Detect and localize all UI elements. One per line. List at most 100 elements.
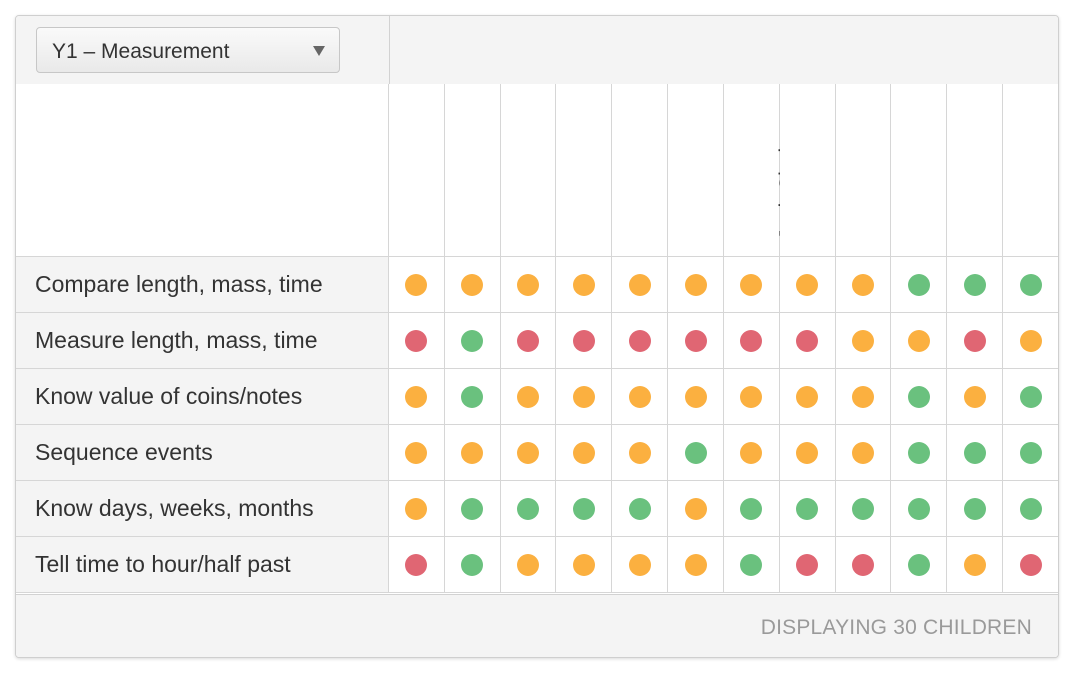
status-dot-amber — [628, 441, 651, 464]
status-cell[interactable] — [834, 312, 892, 369]
status-dot-red — [516, 329, 539, 352]
child-column-header[interactable]: James Smith — [499, 84, 588, 257]
status-dot-red — [740, 329, 763, 352]
status-dot-amber — [1019, 329, 1042, 352]
status-cell[interactable] — [555, 424, 613, 481]
status-cell[interactable] — [722, 480, 780, 537]
status-cell[interactable] — [1002, 536, 1058, 593]
status-cell[interactable] — [834, 424, 892, 481]
status-cell[interactable] — [722, 536, 780, 593]
status-cell[interactable] — [555, 536, 613, 593]
status-cell[interactable] — [499, 424, 557, 481]
status-cell[interactable] — [611, 312, 669, 369]
status-cell[interactable] — [834, 536, 892, 593]
status-cell[interactable] — [778, 480, 836, 537]
status-cell[interactable] — [555, 368, 613, 425]
assessment-panel: Y1 – Measurement Oliver ShawEmily GrantJ… — [15, 15, 1059, 658]
status-cell[interactable] — [611, 256, 669, 313]
child-column-header[interactable]: Grace Scott — [667, 84, 750, 257]
status-cell[interactable] — [890, 536, 948, 593]
status-cell[interactable] — [722, 424, 780, 481]
status-cell[interactable] — [946, 424, 1004, 481]
child-column-header[interactable]: Adam White — [946, 84, 1031, 257]
status-cell[interactable] — [890, 368, 948, 425]
status-cell[interactable] — [499, 368, 557, 425]
status-cell[interactable] — [778, 536, 836, 593]
status-dot-green — [963, 497, 986, 520]
status-cell[interactable] — [722, 368, 780, 425]
status-cell[interactable] — [555, 256, 613, 313]
header-divider — [389, 16, 390, 84]
child-column-header[interactable]: Liam Jones — [834, 84, 916, 257]
status-cell[interactable] — [1002, 368, 1058, 425]
status-cell[interactable] — [778, 256, 836, 313]
topic-select[interactable]: Y1 – Measurement — [36, 27, 340, 73]
status-cell[interactable] — [387, 424, 445, 481]
status-cell[interactable] — [387, 480, 445, 537]
status-cell[interactable] — [499, 312, 557, 369]
status-cell[interactable] — [1002, 256, 1058, 313]
status-cell[interactable] — [1002, 312, 1058, 369]
status-cell[interactable] — [555, 312, 613, 369]
status-cell[interactable] — [387, 536, 445, 593]
objective-label: Sequence events — [16, 424, 389, 481]
status-cell[interactable] — [667, 480, 724, 537]
status-cell[interactable] — [611, 424, 669, 481]
status-cell[interactable] — [890, 424, 948, 481]
status-cell[interactable] — [946, 256, 1004, 313]
status-cell[interactable] — [946, 312, 1004, 369]
status-cell[interactable] — [667, 256, 724, 313]
status-cell[interactable] — [722, 312, 780, 369]
status-cell[interactable] — [778, 368, 836, 425]
status-dot-green — [907, 385, 930, 408]
child-column-header[interactable]: Lucy Davis — [778, 84, 858, 257]
child-column-header[interactable]: Jack Clark — [722, 84, 799, 257]
status-cell[interactable] — [667, 368, 724, 425]
status-cell[interactable] — [722, 256, 780, 313]
status-cell[interactable] — [611, 368, 669, 425]
status-cell[interactable] — [499, 256, 557, 313]
status-cell[interactable] — [387, 256, 445, 313]
child-column-header[interactable]: Harry Brown — [611, 84, 697, 257]
status-cell[interactable] — [443, 368, 501, 425]
child-column-header[interactable]: Rosie Green — [1002, 84, 1058, 257]
child-column-header[interactable]: Sophie Dean — [555, 84, 644, 257]
status-dot-amber — [796, 385, 819, 408]
status-dot-amber — [963, 385, 986, 408]
child-column-header[interactable]: Oliver Shaw — [387, 84, 472, 257]
status-cell[interactable] — [890, 480, 948, 537]
status-dot-amber — [516, 553, 539, 576]
status-cell[interactable] — [1002, 424, 1058, 481]
status-cell[interactable] — [499, 536, 557, 593]
status-cell[interactable] — [946, 480, 1004, 537]
status-cell[interactable] — [443, 480, 501, 537]
status-cell[interactable] — [555, 480, 613, 537]
status-cell[interactable] — [667, 536, 724, 593]
status-cell[interactable] — [1002, 480, 1058, 537]
status-cell[interactable] — [611, 480, 669, 537]
status-dot-amber — [516, 441, 539, 464]
status-cell[interactable] — [778, 312, 836, 369]
status-cell[interactable] — [834, 368, 892, 425]
status-cell[interactable] — [387, 368, 445, 425]
status-cell[interactable] — [611, 536, 669, 593]
status-dot-green — [1019, 497, 1042, 520]
status-cell[interactable] — [443, 536, 501, 593]
status-cell[interactable] — [443, 312, 501, 369]
status-cell[interactable] — [834, 256, 892, 313]
status-cell[interactable] — [387, 312, 445, 369]
status-cell[interactable] — [667, 424, 724, 481]
child-column-header[interactable]: Chloe Reed — [890, 84, 973, 257]
status-cell[interactable] — [443, 424, 501, 481]
status-cell[interactable] — [890, 256, 948, 313]
status-cell[interactable] — [890, 312, 948, 369]
status-cell[interactable] — [778, 424, 836, 481]
status-cell[interactable] — [834, 480, 892, 537]
status-cell[interactable] — [946, 536, 1004, 593]
status-cell[interactable] — [946, 368, 1004, 425]
status-cell[interactable] — [499, 480, 557, 537]
child-column-header[interactable]: Emily Grant — [443, 84, 526, 257]
status-cell[interactable] — [667, 312, 724, 369]
status-cell[interactable] — [443, 256, 501, 313]
status-dot-amber — [405, 385, 428, 408]
